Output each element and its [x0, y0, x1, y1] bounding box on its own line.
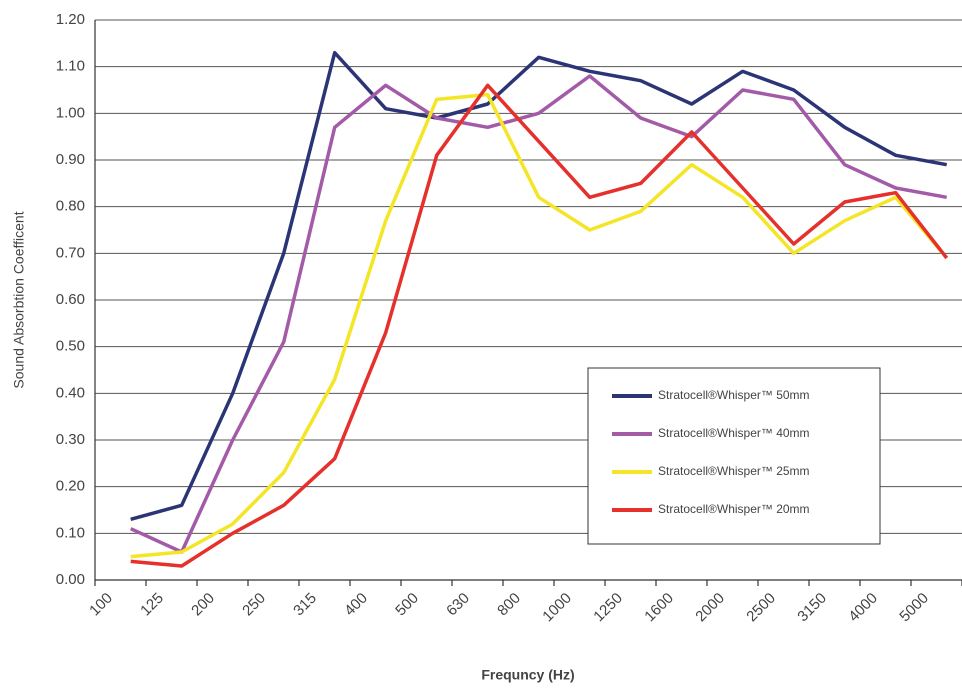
y-tick-label: 1.10 [56, 58, 85, 75]
x-tick-label: 1000 [539, 590, 575, 626]
x-tick-label: 5000 [896, 590, 932, 626]
x-tick-label: 200 [188, 590, 218, 620]
x-tick-label: 100 [86, 590, 116, 620]
x-tick-label: 125 [137, 590, 167, 620]
y-tick-label: 0.20 [56, 478, 85, 495]
y-tick-label: 0.30 [56, 431, 85, 448]
x-tick-label: 1600 [641, 590, 677, 626]
x-tick-label: 1250 [590, 590, 626, 626]
y-tick-label: 0.90 [56, 151, 85, 168]
x-tick-label: 2500 [743, 590, 779, 626]
y-axis-title: Sound Absorbtion Coefficent [11, 211, 27, 388]
x-tick-label: 400 [341, 590, 371, 620]
x-tick-label: 315 [290, 590, 320, 620]
y-tick-label: 0.70 [56, 244, 85, 261]
x-tick-label: 4000 [845, 590, 881, 626]
x-tick-label: 3150 [794, 590, 830, 626]
x-tick-label: 800 [494, 590, 524, 620]
x-tick-label: 250 [239, 590, 269, 620]
y-tick-label: 0.80 [56, 198, 85, 215]
legend-label: Stratocell®Whisper™ 40mm [658, 426, 810, 440]
x-tick-label: 500 [392, 590, 422, 620]
series-line [130, 50, 948, 522]
legend: Stratocell®Whisper™ 50mm Stratocell®Whisp… [587, 367, 881, 545]
y-tick-label: 0.40 [56, 384, 85, 401]
legend-label: Stratocell®Whisper™ 25mm [658, 464, 810, 478]
y-tick-label: 0.60 [56, 291, 85, 308]
legend-label: Stratocell®Whisper™ 50mm [658, 388, 810, 402]
series-line [129, 74, 948, 554]
series-line [130, 83, 949, 568]
y-tick-label: 0.50 [56, 338, 85, 355]
x-axis-title: Frequncy (Hz) [481, 667, 574, 683]
x-tick-label: 2000 [692, 590, 728, 626]
y-tick-label: 1.20 [56, 11, 85, 28]
y-tick-label: 0.00 [56, 571, 85, 588]
series-line [130, 92, 949, 559]
y-tick-label: 0.10 [56, 524, 85, 541]
x-tick-label: 630 [443, 590, 473, 620]
legend-label: Stratocell®Whisper™ 20mm [658, 502, 810, 516]
y-tick-label: 1.00 [56, 104, 85, 121]
